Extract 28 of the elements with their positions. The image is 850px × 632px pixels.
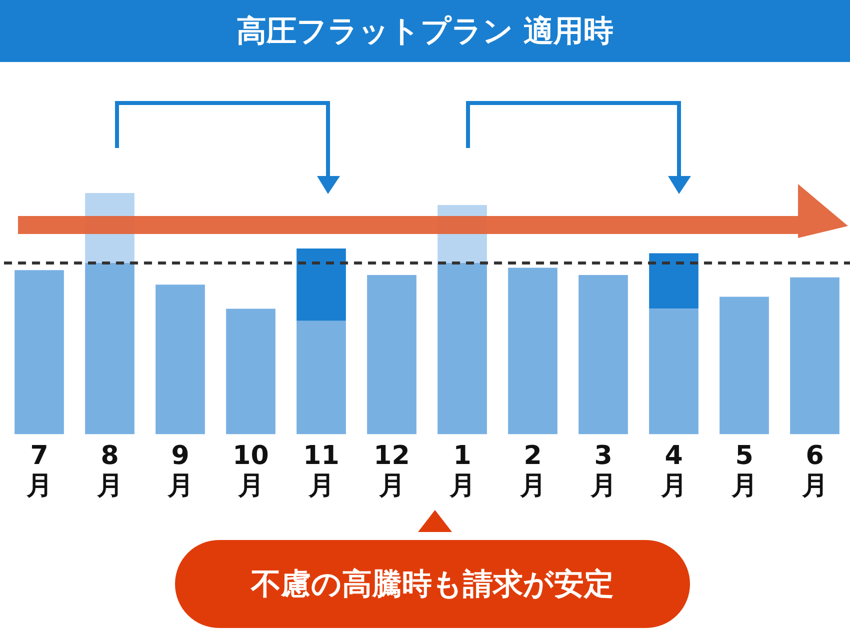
- bar: [296, 320, 346, 434]
- bar: [438, 262, 487, 434]
- bar: [649, 308, 698, 434]
- bar: [578, 275, 628, 434]
- bar: [156, 284, 205, 434]
- bar: [649, 253, 698, 309]
- x-tick-label: 3月: [589, 440, 616, 501]
- x-tick-label: 1月: [448, 440, 476, 501]
- x-tick-label: 12月: [374, 440, 410, 501]
- x-tick-label: 7月: [25, 440, 52, 501]
- bar: [367, 275, 416, 434]
- x-tick-label: 8月: [96, 440, 123, 501]
- text: 不慮の高騰時も請求が安定: [251, 566, 614, 604]
- x-tick-label: 10月: [232, 440, 269, 501]
- bar: [296, 248, 346, 321]
- chart-title: 高圧フラットプラン 適用時: [236, 12, 614, 50]
- bar: [226, 308, 276, 434]
- bar: [508, 268, 558, 434]
- bar: [14, 270, 64, 434]
- bar: [790, 277, 840, 434]
- x-tick-label: 9月: [166, 440, 194, 501]
- bar: [720, 296, 769, 434]
- x-tick-label: 6月: [800, 440, 828, 501]
- x-tick-label: 11月: [303, 440, 340, 501]
- x-tick-label: 5月: [730, 440, 758, 501]
- x-tick-label: 2月: [518, 440, 546, 501]
- x-tick-label: 4月: [660, 440, 687, 501]
- bar: [85, 262, 134, 434]
